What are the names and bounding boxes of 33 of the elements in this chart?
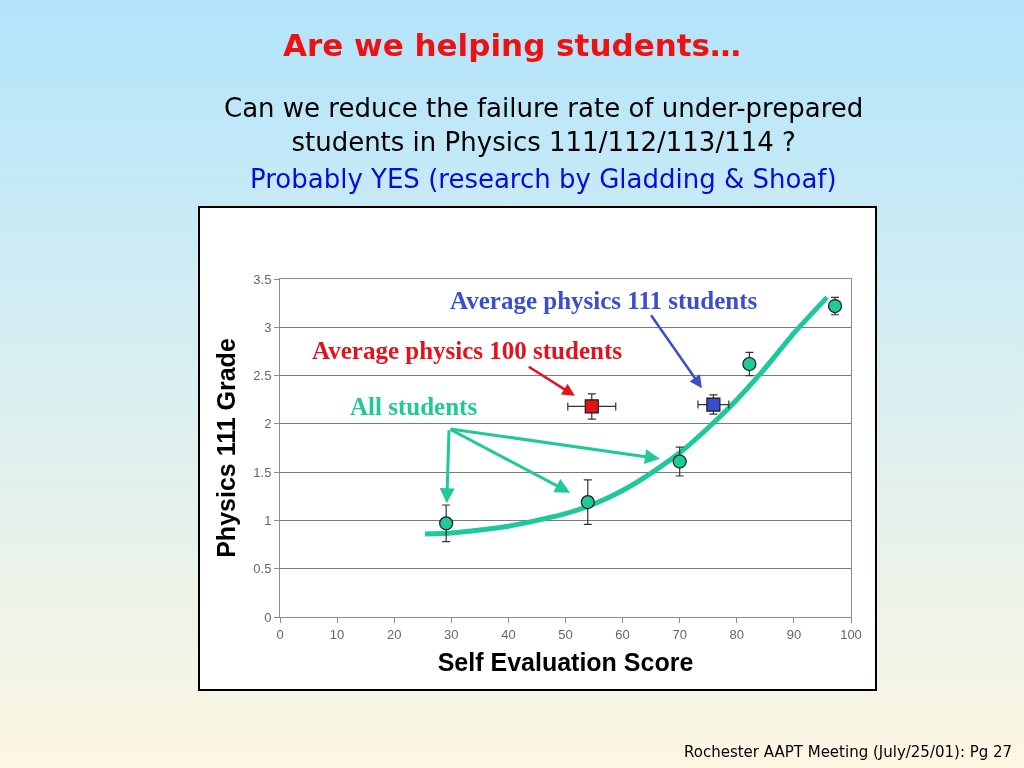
text: All students: [350, 393, 478, 420]
y-tick-label: 1: [264, 512, 272, 528]
y-axis-title: Physics 111 Grade: [212, 338, 241, 558]
y-tick-label: 0: [264, 609, 272, 625]
x-tick-label: 70: [672, 626, 687, 642]
text: Average physics 111 students: [450, 287, 758, 314]
y-tick-label: 2.5: [253, 368, 272, 384]
chart-title: Are we helping students…: [282, 26, 742, 63]
x-tick-label: 90: [786, 626, 802, 642]
y-tick-label: 3: [264, 319, 272, 335]
x-axis-title: Self Evaluation Score: [437, 647, 694, 676]
series-label: Average physics 100 students: [312, 337, 623, 364]
x-tick-label: 60: [615, 626, 630, 642]
text: Rochester AAPT Meeting (July/25/01): Pg 27: [684, 743, 1013, 761]
x-tick-label: 80: [729, 626, 745, 642]
x-tick-label: 50: [558, 626, 573, 642]
point: [580, 494, 595, 510]
y-tick-label: 0.5: [253, 561, 272, 577]
x-tick-label: 100: [840, 626, 862, 642]
y-tick-label: 3.5: [253, 271, 272, 287]
point: [742, 356, 757, 372]
x-tick-label: 10: [329, 626, 345, 642]
x-tick-label: 20: [386, 626, 402, 642]
y-tick-label: 1.5: [253, 464, 272, 480]
chart-subtitle: Can we reduce the failure rate of under-prepared students in Physics 111/112/113/114 ?: [224, 93, 864, 157]
text: Probably YES (research by Gladding & Shoaf): [250, 164, 837, 194]
point: [672, 454, 687, 469]
y-tick-label: 2: [264, 416, 272, 432]
point: [439, 516, 454, 531]
point: [584, 399, 599, 414]
x-tick-label: 30: [444, 626, 459, 642]
x-tick-label: 40: [501, 626, 516, 642]
x-tick-label: 0: [276, 626, 284, 642]
